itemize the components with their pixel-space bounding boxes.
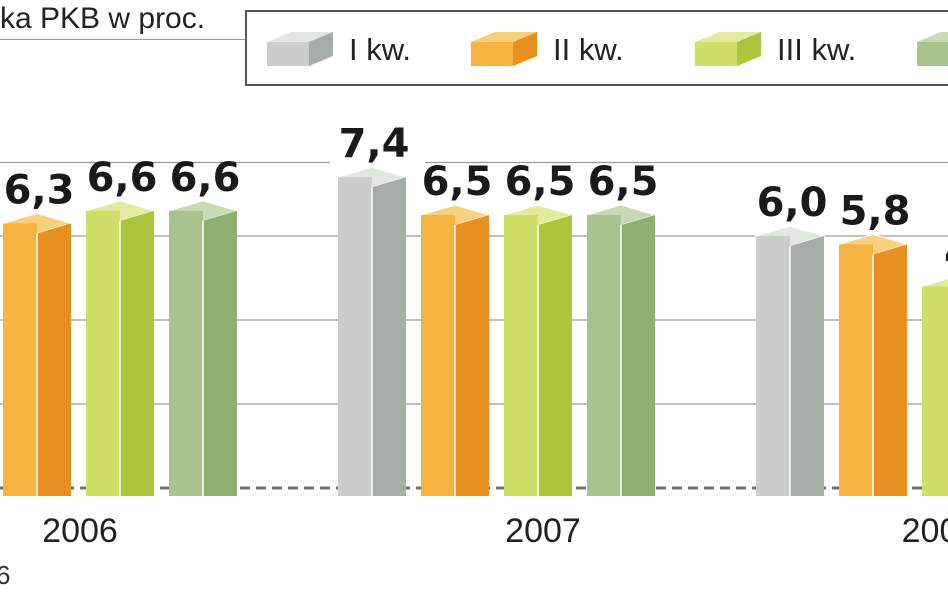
value-label-2008-q2: 5,8 [840,188,911,234]
category-label-2008: 200 [902,512,948,550]
bar-2006-q4-front [169,210,203,497]
bar-2007-q1-front [338,177,372,496]
bar-2007-q1-side [372,177,406,496]
bar-2007-q2-side [455,215,489,496]
legend-item-q4 [915,30,948,70]
bar-2008-q1-front [756,236,790,496]
bar-2007-q3-front [504,215,538,496]
chart-legend: I kw. II kw. III kw. [245,10,948,86]
legend-label-q1: I kw. [349,32,412,67]
legend-label-q3: III kw. [777,32,857,67]
legend-label-q2: II kw. [553,32,624,67]
value-label-2007-q4: 6,5 [588,159,659,205]
bar-2006-q2-front [3,223,37,496]
legend-swatch-q1-icon [267,32,333,66]
category-label-2006: 2006 [42,512,118,550]
bar-2007-q4-front [587,215,621,496]
title-underline [0,39,245,40]
legend-swatch-q3-icon [695,32,761,66]
bar-2006-q4-side [203,210,237,497]
legend-item-q2: II kw. [469,30,624,70]
value-label-2007-q3: 6,5 [505,159,576,205]
bar-2008-q2-side [873,244,907,496]
bar-2007-q4-side [621,215,655,496]
bar-2007-q2-front [421,215,455,496]
bar-2008-q1-side [790,236,824,496]
value-label-2008-q3: 4 [944,230,948,276]
bar-2008-q2-front [839,244,873,496]
value-label-2006-q2: 6,3 [4,167,75,213]
bar-2007-q3-side [538,215,572,496]
value-label-2006-q4: 6,6 [170,155,241,201]
legend-swatch-q4-icon [917,32,948,66]
chart-title: ka PKB w proc. [0,2,206,35]
legend-item-q3: III kw. [693,30,856,70]
bar-2006-q2-side [37,223,71,496]
bar-2006-q3-front [86,210,120,497]
category-label-2007: 2007 [505,512,581,550]
legend-swatch-q2-icon [471,32,537,66]
bar-2008-q3-front [922,286,948,496]
value-label-2007-q1: 7,4 [339,121,410,167]
source-note: 6 [0,560,11,590]
value-label-2008-q1: 6,0 [757,180,828,226]
value-label-2007-q2: 6,5 [422,159,493,205]
value-label-2006-q3: 6,6 [87,155,158,201]
legend-item-q1: I kw. [265,30,411,70]
bar-2006-q3-side [120,210,154,497]
